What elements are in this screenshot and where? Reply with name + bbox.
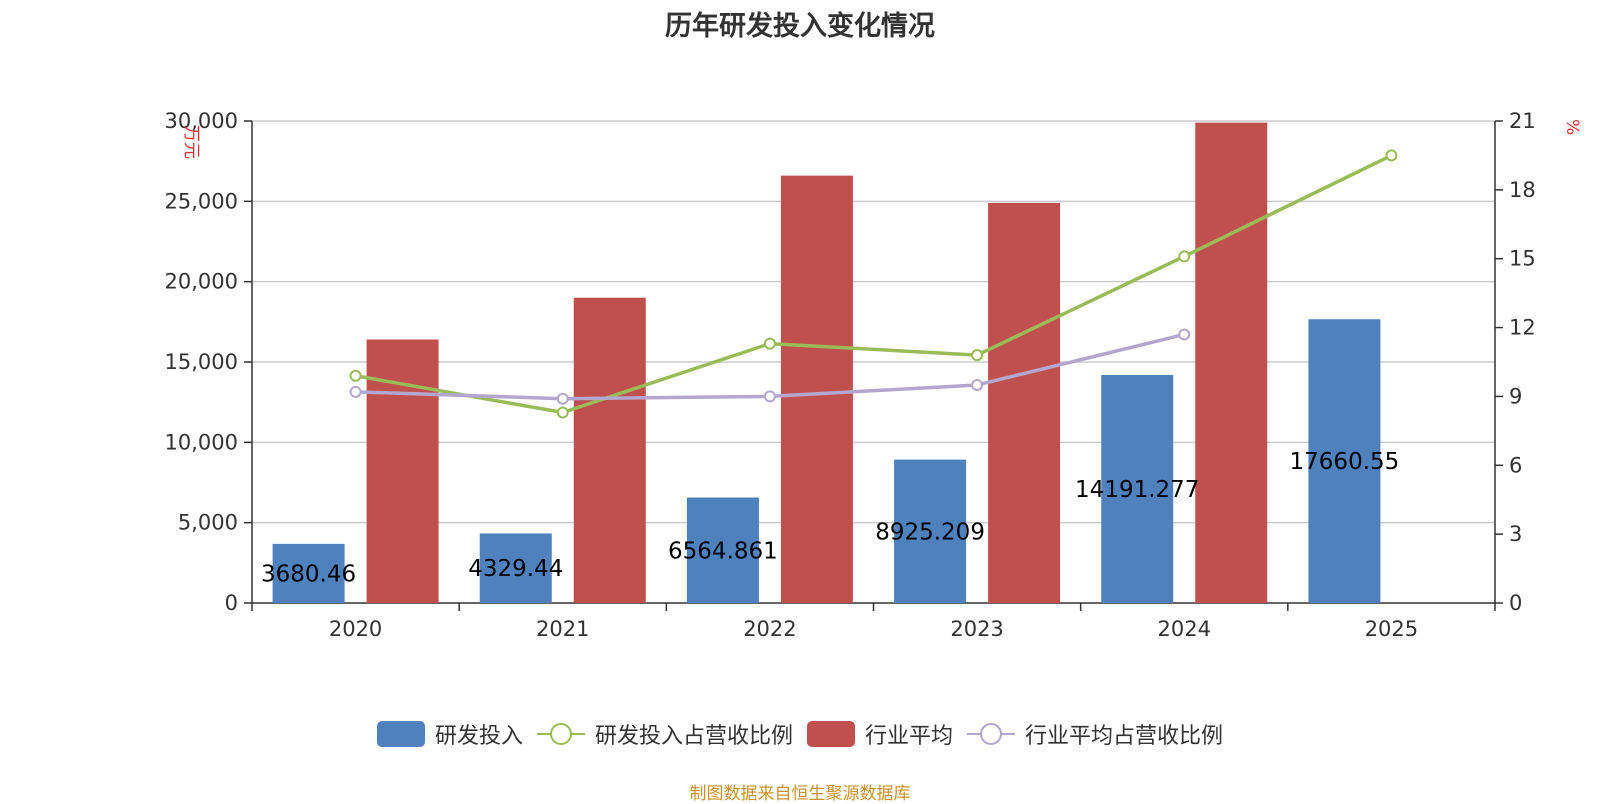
chart-plot: 0 5,000 10,000 15,000 20,000 25,000 30,000 0 3 6 9… — [165, 109, 1582, 641]
y-left-tick-label: 10,000 — [165, 430, 238, 454]
y-right-tick-label: 18 — [1509, 178, 1536, 202]
bar — [272, 543, 345, 603]
data-point — [1178, 250, 1191, 263]
bar — [988, 202, 1061, 603]
data-label: 4329.44 — [468, 556, 563, 582]
data-point — [556, 406, 569, 419]
legend-item[interactable]: 行业平均 — [807, 718, 953, 750]
y-right-tick-label: 0 — [1509, 591, 1522, 615]
y-left-tick-label: 25,000 — [165, 189, 238, 213]
data-point — [1385, 149, 1398, 162]
legend-label: 行业平均 — [865, 724, 954, 749]
x-tick-label: 2024 — [1158, 617, 1211, 641]
bar — [894, 459, 967, 603]
x-tick-label: 2025 — [1365, 617, 1418, 641]
legend-swatch-icon — [376, 721, 425, 747]
data-label: 6564.861 — [668, 538, 778, 564]
data-label: 8925.209 — [875, 519, 985, 545]
series-line — [355, 153, 1393, 415]
legend-swatch-icon — [807, 721, 855, 747]
data-point — [971, 378, 984, 391]
legend-label: 行业平均占营收比例 — [1025, 724, 1224, 749]
y-right-tick-label: 3 — [1509, 522, 1522, 546]
bar — [1101, 374, 1174, 603]
bar — [1195, 122, 1268, 604]
y-right-tick-label: 21 — [1509, 109, 1536, 133]
data-label: 14191.277 — [1075, 477, 1199, 503]
legend-swatch-icon — [536, 721, 585, 747]
legend-swatch-icon — [967, 721, 1016, 747]
data-point — [556, 392, 569, 405]
data-point — [349, 369, 362, 382]
bar — [573, 297, 646, 603]
x-tick-label: 2023 — [950, 617, 1003, 641]
y-right-tick-label: 9 — [1509, 384, 1522, 408]
bar — [780, 175, 853, 604]
legend-item[interactable]: 研发投入 — [376, 718, 523, 750]
x-tick-label: 2020 — [329, 617, 382, 641]
bar — [686, 497, 759, 603]
x-tick-label: 2021 — [536, 617, 589, 641]
data-point — [1178, 328, 1191, 341]
y-right-tick-label: 15 — [1509, 247, 1536, 271]
chart-legend: 研发投入 研发投入占营收比例 行业平均 行业平均占营收比例 — [0, 718, 1600, 750]
legend-label: 研发投入 — [434, 724, 523, 749]
y-left-tick-label: 30,000 — [165, 109, 238, 133]
data-point — [763, 337, 776, 350]
bar — [1308, 319, 1381, 603]
y-left-tick-label: 15,000 — [165, 350, 238, 374]
y-left-tick-label: 0 — [225, 591, 238, 615]
y-right-unit: % — [1562, 119, 1582, 135]
y-right-tick-label: 12 — [1509, 316, 1536, 340]
data-point — [763, 390, 776, 403]
data-point — [971, 349, 984, 362]
chart-title: 历年研发投入变化情况 — [665, 11, 935, 42]
data-label: 3680.46 — [261, 561, 356, 587]
y-left-tick-label: 20,000 — [165, 270, 238, 294]
y-left-tick-label: 5,000 — [178, 511, 238, 535]
source-note: 制图数据来自恒生聚源数据库 — [689, 784, 911, 804]
bar — [479, 533, 552, 603]
data-point — [349, 385, 362, 398]
y-left-unit: 万元 — [181, 125, 201, 159]
data-label: 17660.55 — [1290, 449, 1400, 475]
legend-item[interactable]: 研发投入占营收比例 — [536, 718, 793, 750]
x-tick-label: 2022 — [743, 617, 796, 641]
y-right-tick-label: 6 — [1509, 453, 1522, 477]
legend-label: 研发投入占营收比例 — [594, 724, 793, 749]
legend-item[interactable]: 行业平均占营收比例 — [967, 718, 1223, 750]
